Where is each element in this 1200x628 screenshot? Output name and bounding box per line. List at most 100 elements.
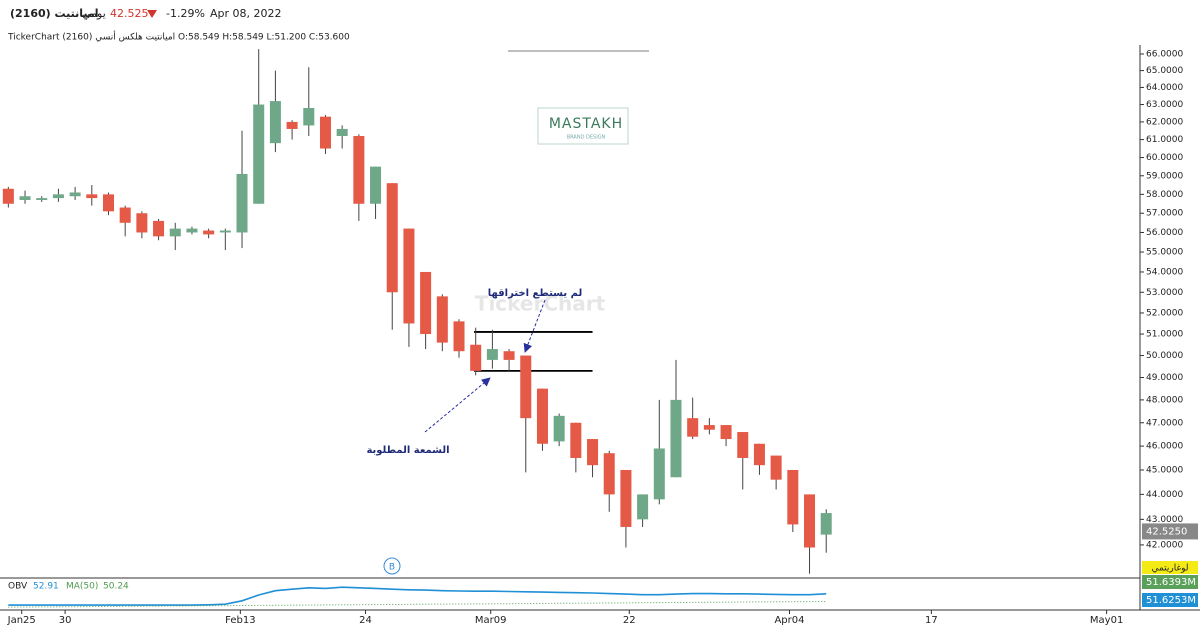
- x-tick-label: 30: [59, 615, 72, 626]
- y-tick-label: 49.0000: [1146, 373, 1183, 383]
- candle-body: [303, 107, 315, 126]
- candle-body: [52, 194, 64, 199]
- y-tick-label: 60.0000: [1146, 153, 1183, 163]
- candle-body: [19, 196, 31, 200]
- annotation: الشمعة المطلوبة: [366, 445, 449, 456]
- candle-body: [286, 121, 298, 129]
- x-tick-label: 24: [359, 615, 372, 626]
- candle-body: [169, 228, 181, 237]
- candle-body: [420, 271, 432, 335]
- candle-body: [804, 494, 816, 548]
- last-price: 42.525: [110, 7, 149, 20]
- legend-value: 50.24: [103, 582, 129, 592]
- y-tick-label: 58.0000: [1146, 190, 1183, 200]
- y-tick-label: 47.0000: [1146, 418, 1183, 428]
- candle-body: [453, 321, 465, 352]
- y-tick-label: 52.0000: [1146, 308, 1183, 318]
- candle-body: [203, 230, 215, 235]
- y-tick-label: 66.0000: [1146, 50, 1183, 60]
- y-tick-label: 63.0000: [1146, 100, 1183, 110]
- down-arrow: [147, 10, 157, 18]
- y-tick-label: 43.0000: [1146, 515, 1183, 525]
- indicator-line: [8, 586, 827, 606]
- candle-body: [353, 136, 365, 204]
- candle-body: [553, 415, 565, 442]
- candle-body: [2, 188, 14, 204]
- period: يومي: [82, 7, 106, 20]
- logo-box: [537, 107, 629, 145]
- y-tick-label: 42.0000: [1146, 540, 1183, 550]
- candle-body: [119, 207, 131, 223]
- candle-body: [236, 173, 248, 233]
- price-tag: [1142, 523, 1198, 540]
- tag: [1142, 593, 1198, 607]
- candle-body: [136, 213, 148, 233]
- watermark-sub: BRAND DESIGN: [567, 135, 606, 141]
- candle-body: [637, 494, 649, 520]
- marker: B: [389, 563, 395, 573]
- tag-label: 51.6393M: [1146, 577, 1196, 588]
- tag-label: 51.6253M: [1146, 595, 1196, 606]
- y-tick-label: 48.0000: [1146, 395, 1183, 405]
- arrow: [523, 299, 546, 353]
- candle-body: [687, 418, 699, 437]
- candle-body: [753, 443, 765, 466]
- candle-body: [186, 228, 198, 233]
- y-tick-label: 50.0000: [1146, 351, 1183, 361]
- candle-body: [603, 453, 615, 495]
- candle-body: [86, 194, 98, 199]
- tag: [1142, 575, 1198, 589]
- candle-body: [820, 513, 832, 535]
- candle-body: [486, 349, 498, 360]
- candle-body: [386, 183, 398, 293]
- symbol: اميانتيت (2160): [10, 7, 98, 20]
- scale-label: لوغاريتمي: [1151, 564, 1188, 574]
- x-tick-label: May01: [1090, 615, 1123, 626]
- info: TickerChart اميانتيت هلكس أنسي (2160) O:…: [7, 31, 350, 43]
- candle-body: [520, 355, 532, 419]
- y-tick-label: 55.0000: [1146, 248, 1183, 258]
- candle-body: [536, 388, 548, 444]
- candle-body: [403, 228, 415, 324]
- y-tick-label: 44.0000: [1146, 490, 1183, 500]
- candle-body: [36, 198, 48, 200]
- candle-body: [570, 422, 582, 458]
- x-tick-label: Apr04: [774, 615, 804, 626]
- y-tick-label: 45.0000: [1146, 465, 1183, 475]
- x-tick-label: 17: [925, 615, 938, 626]
- y-tick-label: 64.0000: [1146, 83, 1183, 93]
- candle-body: [737, 432, 749, 458]
- candle-body: [219, 230, 231, 233]
- candle-body: [269, 101, 281, 144]
- price-tag-label: 42.5250: [1146, 526, 1187, 537]
- candle-body: [319, 116, 331, 149]
- candle-body: [436, 296, 448, 343]
- x-tick-label: 22: [623, 615, 636, 626]
- watermark-logo: MASTAKH: [549, 116, 623, 132]
- legend-value: 52.91: [33, 582, 59, 592]
- candle-body: [370, 166, 382, 204]
- arrow: [424, 377, 491, 433]
- candle-body: [503, 351, 515, 360]
- y-tick-label: 53.0000: [1146, 288, 1183, 298]
- candle-body: [770, 455, 782, 480]
- candle-body: [620, 469, 632, 527]
- candle-body: [470, 344, 482, 371]
- x-tick-label: Jan25: [7, 615, 36, 626]
- candle-body: [153, 220, 165, 237]
- y-tick-label: 62.0000: [1146, 117, 1183, 127]
- candle-body: [787, 469, 799, 525]
- scale-badge: [1142, 561, 1198, 574]
- x-tick-label: Mar09: [475, 615, 507, 626]
- candle-body: [253, 104, 265, 204]
- candle-body: [653, 448, 665, 500]
- x-tick-label: Feb13: [225, 615, 255, 626]
- legend-label: MA(50): [66, 582, 98, 592]
- y-tick-label: 65.0000: [1146, 66, 1183, 76]
- y-tick-label: 57.0000: [1146, 209, 1183, 219]
- indicator-line: [8, 601, 827, 608]
- y-tick-label: 59.0000: [1146, 171, 1183, 181]
- candle-body: [336, 128, 348, 137]
- candle-body: [670, 399, 682, 478]
